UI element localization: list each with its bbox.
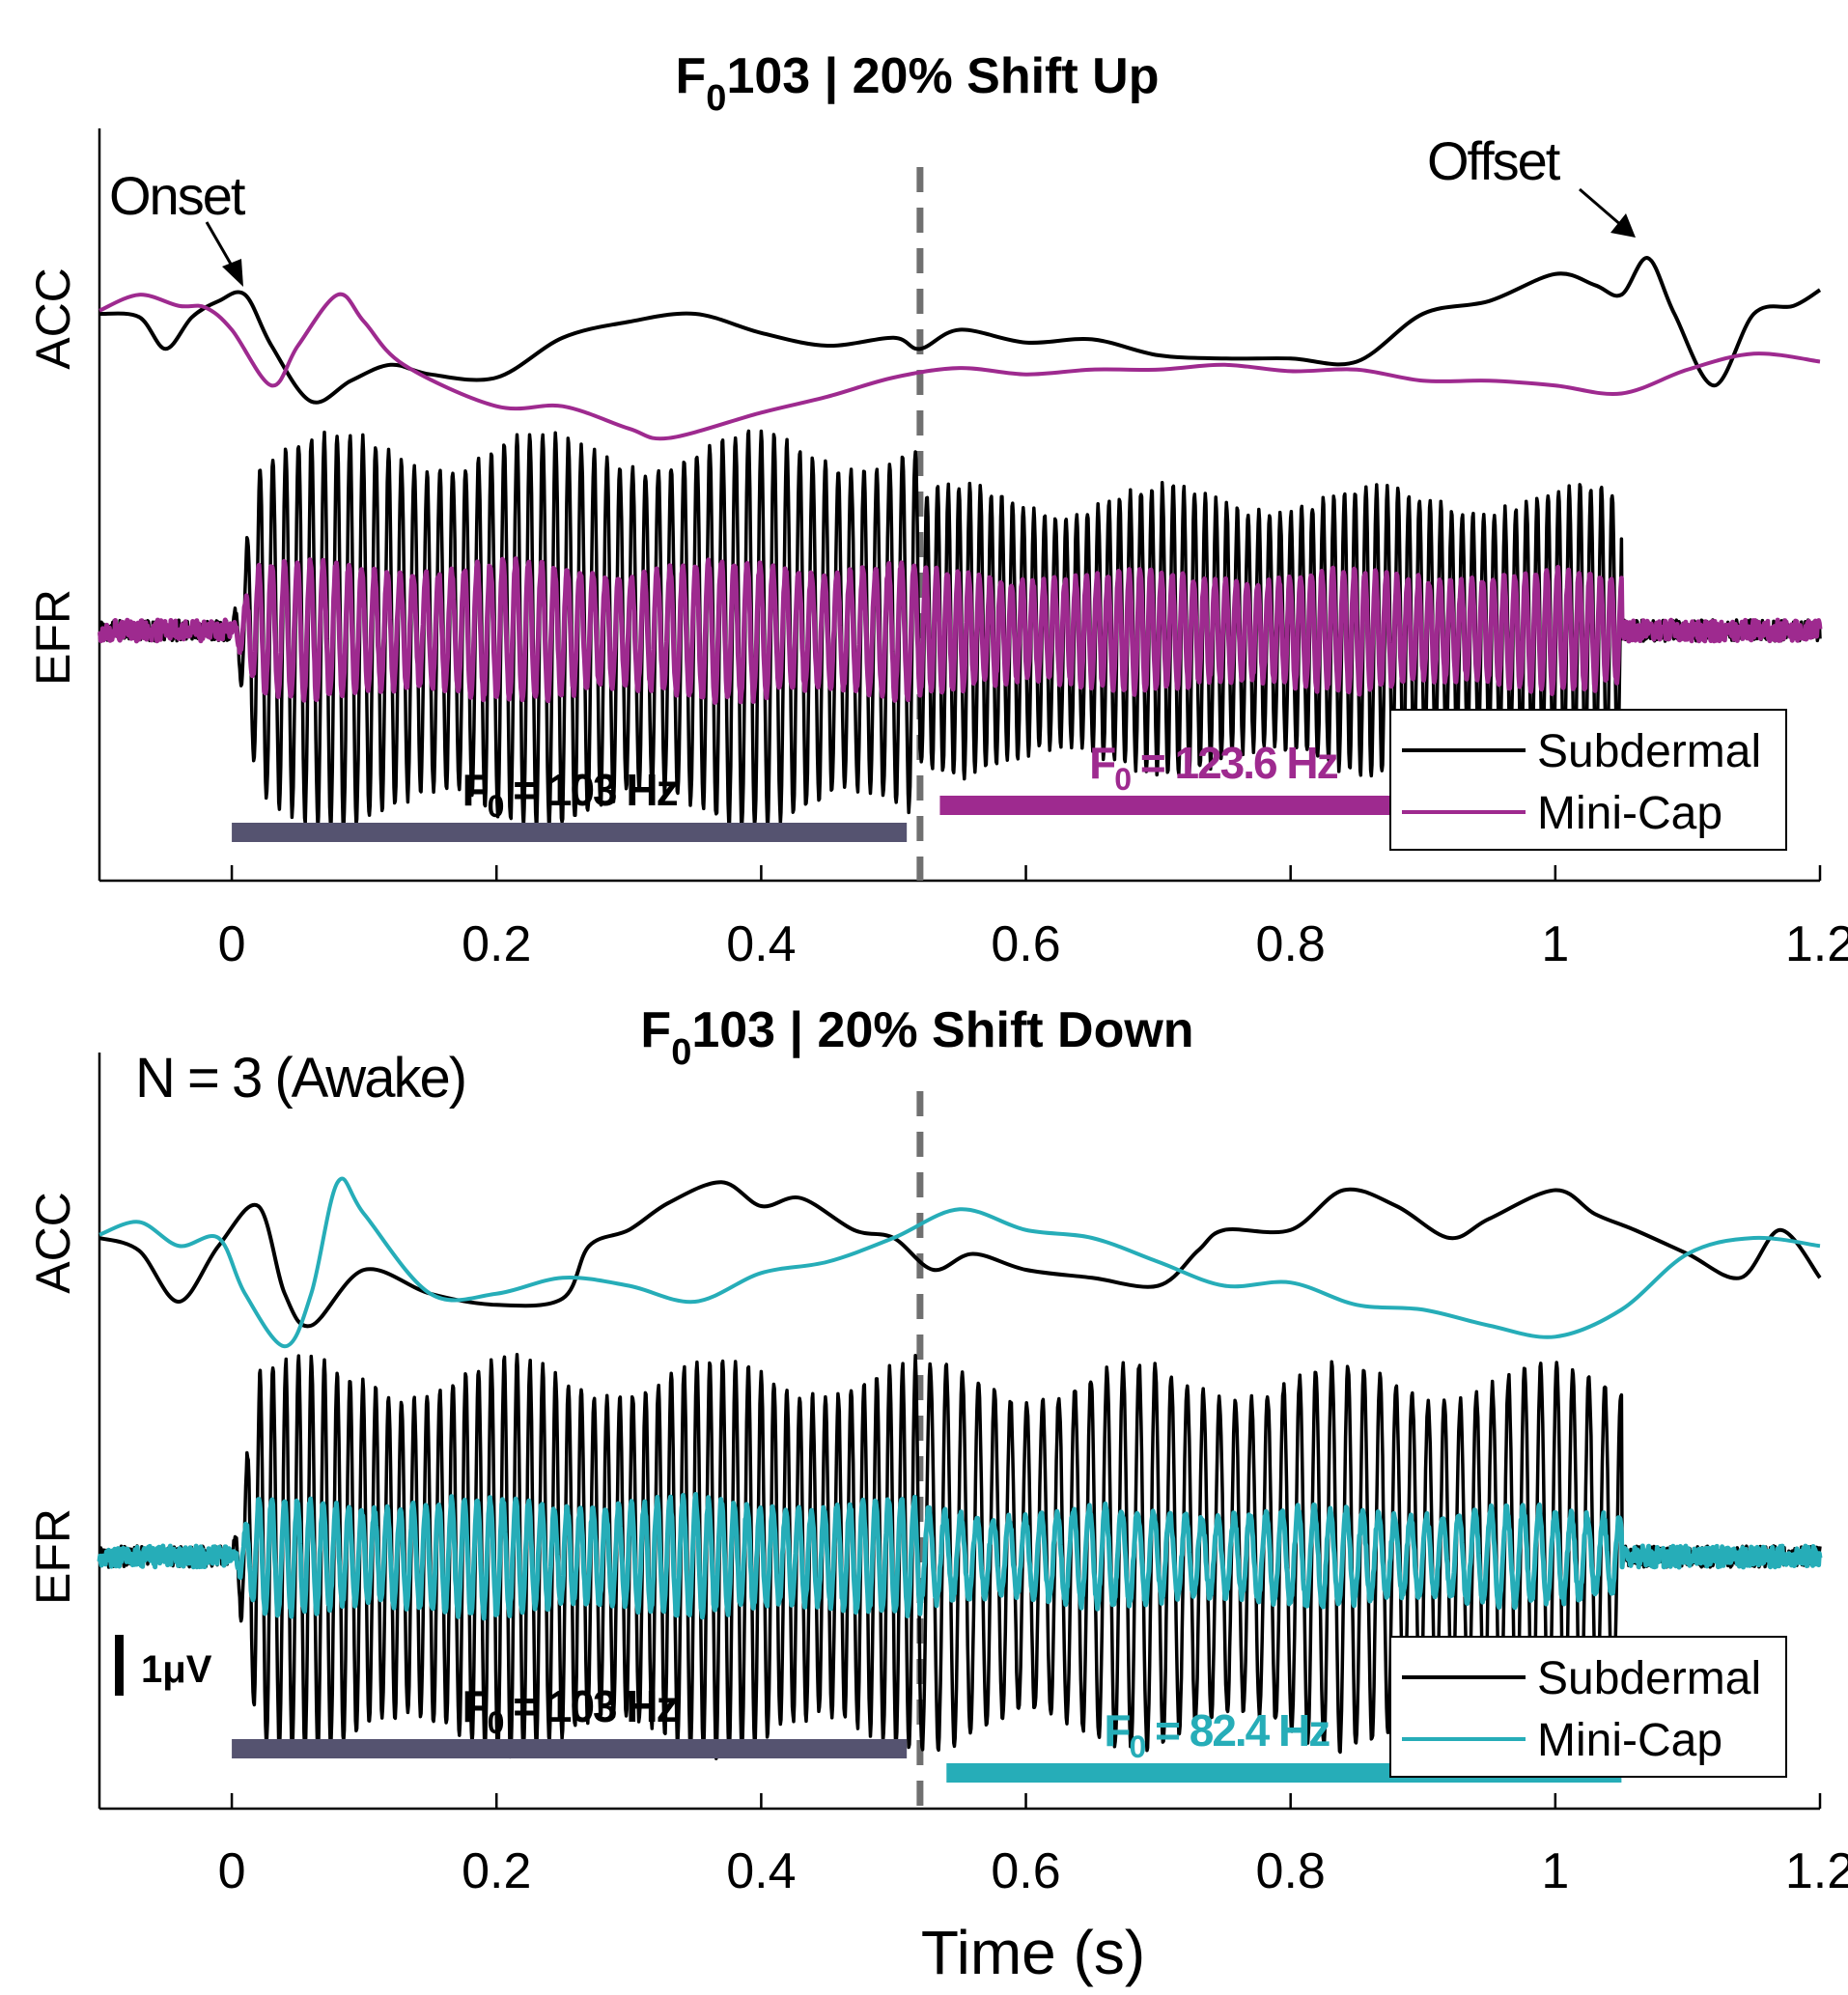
x-tick-label: 0.2 <box>462 1843 531 1899</box>
legend: Subdermal Mini-Cap <box>1389 1636 1787 1778</box>
x-tick-label: 0.8 <box>1256 916 1326 972</box>
x-tick-label: 1.2 <box>1785 916 1848 972</box>
offset-arrow <box>1579 187 1623 228</box>
legend-box <box>1389 1636 1787 1778</box>
segment-label: F0 = 123.6 Hz <box>1089 738 1337 797</box>
x-tick-label: 0.4 <box>726 1843 796 1899</box>
x-tick-label: 0.6 <box>991 1843 1060 1899</box>
panel-title: F0103 | 20% Shift Down <box>640 1002 1193 1073</box>
ylabel-acc: ACC <box>26 1192 80 1294</box>
legend-label: Mini-Cap <box>1537 1715 1722 1766</box>
x-tick-label: 0.4 <box>726 916 796 972</box>
x-tick-label: 0.2 <box>462 916 531 972</box>
efr-trace-minicap <box>97 1492 1823 1621</box>
x-tick-label: 1 <box>1541 916 1569 972</box>
x-tick-label: 0.6 <box>991 916 1060 972</box>
legend-label: Subdermal <box>1537 1653 1761 1704</box>
scale-bar-label: 1μV <box>141 1648 212 1691</box>
plot-area: 0 0.2 0.4 0.6 0.8 1 1.2 F0 = 103 Hz F0 = 82.4 Hz… <box>97 1053 1848 1899</box>
legend-label: Mini-Cap <box>1537 788 1722 839</box>
offset-annotation: Offset <box>1427 130 1561 191</box>
ylabel-efr: EFR <box>26 589 80 686</box>
x-tick-label: 1 <box>1541 1843 1569 1899</box>
segment-label: F0 = 82.4 Hz <box>1104 1705 1330 1764</box>
acc-trace-subdermal <box>98 256 1822 405</box>
acc-trace-subdermal <box>98 1180 1822 1329</box>
xlabel: Time (s) <box>921 1918 1145 1987</box>
scale-bar <box>115 1635 124 1696</box>
plot-area: 0 0.2 0.4 0.6 0.8 1 1.2 F0 = 103 Hz F0 = 123.6 H… <box>97 128 1848 972</box>
acc-trace-mini-cap <box>98 292 1821 441</box>
segment-label: F0 = 103 Hz <box>462 1681 678 1740</box>
panel-shift-down: F0103 | 20% Shift Down N = 3 (Awake) ACC… <box>26 1002 1848 1987</box>
offset-arrowhead <box>1610 213 1636 238</box>
x-tick-label: 0 <box>218 916 246 972</box>
segment-bar <box>232 1739 908 1758</box>
x-tick-label: 0 <box>218 1843 246 1899</box>
ylabel-efr: EFR <box>26 1508 80 1605</box>
ylabel-acc: ACC <box>26 267 80 370</box>
panel-title: F0103 | 20% Shift Up <box>676 48 1160 119</box>
onset-annotation: Onset <box>109 165 246 226</box>
efr-trace-minicap <box>97 556 1823 705</box>
legend-box <box>1389 709 1787 851</box>
acc-trace-mini-cap <box>98 1176 1821 1349</box>
n-label: N = 3 (Awake) <box>135 1047 465 1110</box>
legend-label: Subdermal <box>1537 726 1761 777</box>
legend: Subdermal Mini-Cap <box>1389 709 1787 851</box>
panel-shift-up: F0103 | 20% Shift Up ACC EFR Onset Offse… <box>26 48 1848 972</box>
x-tick-label: 1.2 <box>1785 1843 1848 1899</box>
x-tick-label: 0.8 <box>1256 1843 1326 1899</box>
onset-arrowhead <box>222 259 243 287</box>
segment-bar <box>232 823 908 842</box>
segment-label: F0 = 103 Hz <box>462 765 678 824</box>
